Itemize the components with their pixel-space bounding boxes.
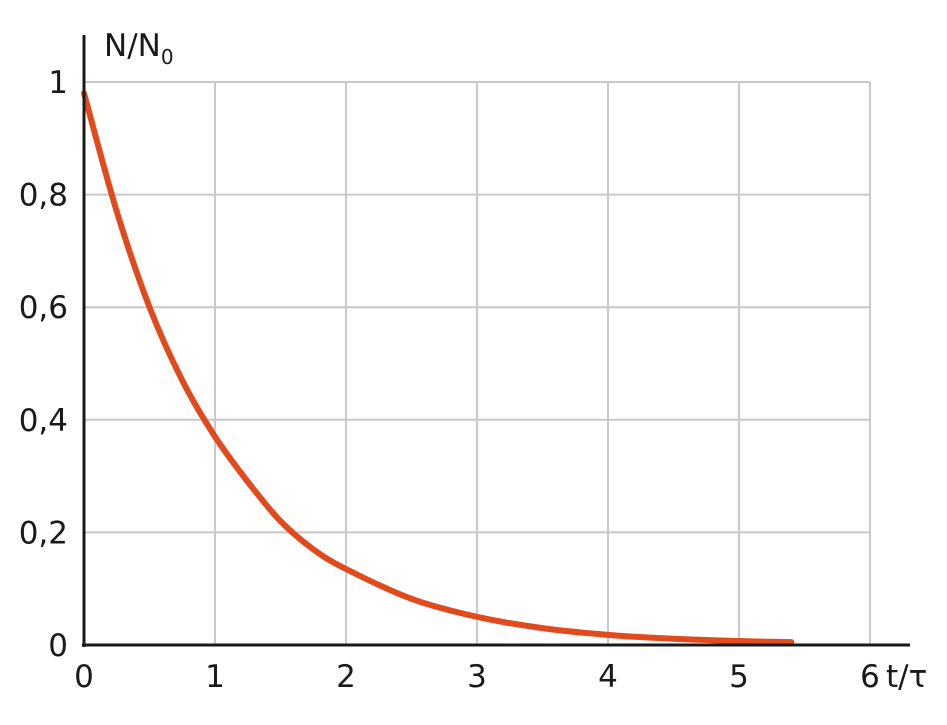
x-axis-label: t/τ	[886, 659, 927, 695]
x-tick-label: 5	[729, 659, 749, 695]
x-tick-label: 1	[205, 659, 225, 695]
grid-lines	[84, 81, 871, 645]
curve-layer	[81, 90, 795, 646]
y-tick-label: 0,6	[19, 290, 68, 326]
x-tick-label: 4	[598, 659, 618, 695]
y-axis-label-main: N/N	[104, 28, 161, 64]
x-tick-label: 6	[860, 659, 880, 695]
y-tick-label: 0,2	[19, 515, 68, 551]
y-tick-labels: 0 0,2 0,4 0,6 0,8 1	[19, 65, 68, 664]
x-tick-label: 2	[336, 659, 356, 695]
x-tick-label: 0	[74, 659, 94, 695]
y-axis-label-subscript: 0	[161, 45, 174, 69]
y-tick-label: 0,4	[19, 403, 68, 439]
y-tick-label: 0	[48, 628, 68, 664]
x-tick-labels: 0 1 2 3 4 5 6	[74, 659, 880, 695]
axes	[82, 35, 910, 647]
y-tick-label: 1	[48, 65, 68, 101]
y-axis-label: N/N0	[104, 28, 174, 69]
y-tick-label: 0,8	[19, 178, 68, 214]
x-tick-label: 3	[467, 659, 487, 695]
series-line	[81, 90, 795, 646]
